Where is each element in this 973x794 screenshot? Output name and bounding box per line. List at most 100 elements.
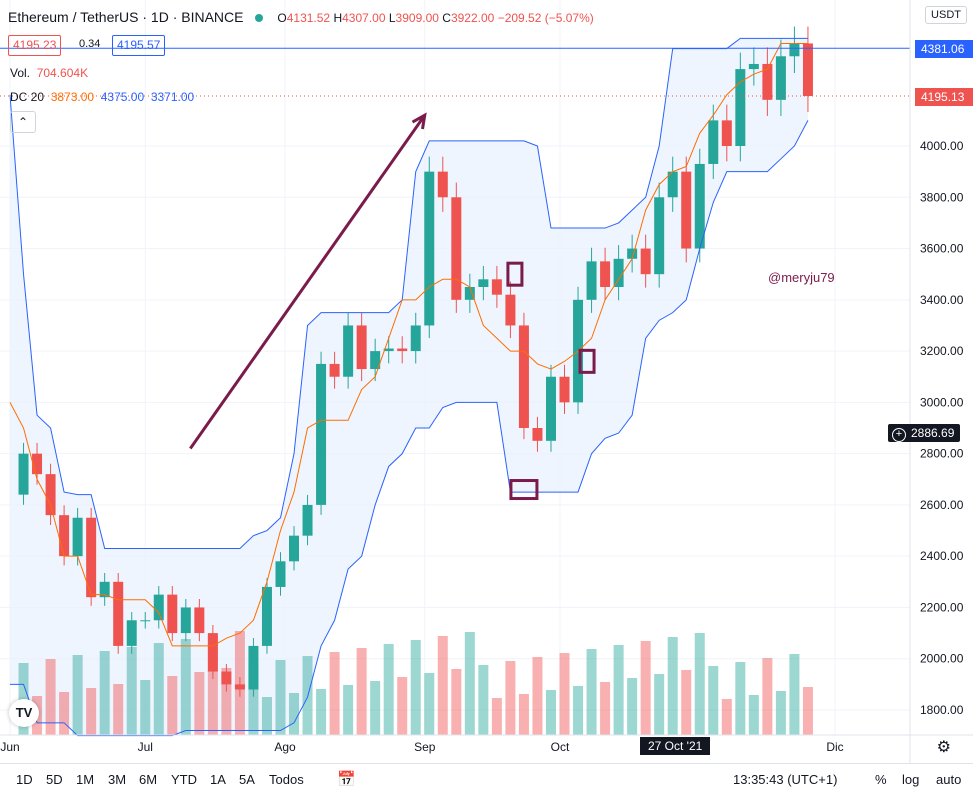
range-6m[interactable]: 6M	[139, 772, 158, 787]
volume-bar	[99, 651, 110, 735]
candle-body	[410, 325, 421, 352]
volume-bar	[600, 682, 611, 735]
price-tick-label: 3600.00	[920, 242, 964, 256]
volume-bar	[789, 654, 800, 735]
volume-bar	[491, 698, 502, 735]
volume-bar	[478, 665, 489, 735]
highlight-box	[509, 479, 539, 501]
candle-body	[329, 363, 340, 377]
candle-body	[451, 197, 462, 300]
price-tick-label: 2400.00	[920, 549, 964, 563]
candle-body	[667, 171, 678, 198]
plus-icon[interactable]: +	[892, 428, 906, 442]
candle-body	[789, 43, 800, 57]
price-tick-label: 1800.00	[920, 703, 964, 717]
candles	[18, 26, 813, 697]
range-1m[interactable]: 1M	[76, 772, 95, 787]
price-chart[interactable]: 1800.00 2000.00 2200.00 2400.00 2600.00 2800.…	[0, 0, 973, 763]
donchian-fill	[10, 38, 808, 736]
candle-body	[654, 197, 665, 275]
range-all[interactable]: Todos	[269, 772, 304, 787]
donchian-lower-line	[10, 120, 809, 737]
volume-bar	[383, 644, 394, 735]
auto-scale-toggle[interactable]: auto	[936, 772, 962, 787]
range-ytd[interactable]: YTD	[171, 772, 197, 787]
collapse-legend-button[interactable]: ⌃	[10, 111, 36, 133]
price-tick-label: 2600.00	[920, 498, 964, 512]
volume-bar	[45, 659, 56, 735]
candle-body	[167, 594, 178, 634]
time-tick-label: Oct	[551, 740, 570, 754]
currency-selector[interactable]: USDT	[925, 6, 967, 24]
volume-bar	[802, 687, 813, 735]
log-scale-toggle[interactable]: log	[902, 772, 920, 787]
range-1d[interactable]: 1D	[16, 772, 33, 787]
volume-bar	[126, 647, 137, 735]
candle-body	[153, 594, 164, 621]
volume-bar	[207, 635, 218, 735]
clock-time[interactable]: 13:35:43 (UTC+1)	[733, 772, 838, 787]
time-tick-label: Sep	[414, 740, 436, 754]
volume-bar	[654, 674, 665, 735]
candle-body	[316, 363, 327, 505]
volume-bar	[627, 678, 638, 735]
candle-body	[437, 171, 448, 198]
candle-body	[370, 351, 381, 370]
candle-body	[72, 517, 83, 557]
candle-body	[99, 581, 110, 598]
candle-body	[627, 248, 638, 259]
volume-bar	[370, 681, 381, 735]
highlight-box	[506, 261, 524, 287]
price-tick-label: 3800.00	[920, 190, 964, 204]
candle-body	[234, 684, 245, 690]
candle-body	[180, 607, 191, 634]
trend-arrow-line	[189, 114, 426, 450]
volume-bar	[721, 699, 732, 735]
range-3m[interactable]: 3M	[108, 772, 127, 787]
time-tick-label: Dic	[826, 740, 843, 754]
volume-bar	[316, 689, 327, 735]
spread-value: 0.34	[79, 38, 101, 50]
volume-bar	[410, 640, 421, 735]
range-1a[interactable]: 1A	[210, 772, 226, 787]
gear-icon[interactable]: ⚙	[936, 739, 951, 756]
crosshair-date-tag: 27 Oct '21	[640, 737, 711, 755]
symbol-title[interactable]: Ethereum / TetherUS · 1D · BINANCE	[8, 9, 244, 25]
candle-body	[221, 671, 232, 685]
author-watermark: @meryju79	[768, 270, 835, 285]
volume-bar	[451, 669, 462, 735]
buy-price-box[interactable]: 4195.57	[112, 35, 166, 56]
candle-body	[518, 325, 529, 428]
price-axis[interactable]: 1800.00 2000.00 2200.00 2400.00 2600.00 2800.…	[920, 139, 964, 717]
range-5d[interactable]: 5D	[46, 772, 63, 787]
range-5a[interactable]: 5A	[239, 772, 255, 787]
calendar-range-icon[interactable]: 📅	[337, 771, 356, 788]
crosshair-price-tag[interactable]: +2886.69	[888, 424, 961, 442]
volume-legend[interactable]: Vol. 704.604K	[10, 66, 89, 80]
tradingview-logo-icon[interactable]: TV	[9, 699, 39, 727]
volume-bar	[153, 643, 164, 735]
volume-bar	[59, 692, 70, 735]
volume-bar	[424, 673, 435, 735]
candle-body	[735, 69, 746, 146]
volume-bar	[518, 694, 529, 735]
candle-body	[694, 163, 705, 249]
candle-body	[383, 348, 394, 352]
dc-legend[interactable]: DC 20 3873.00 4375.00 3371.00	[10, 90, 195, 104]
volume-bar	[573, 686, 584, 735]
sell-price-box[interactable]: 4195.23	[8, 35, 62, 56]
volume-bar	[329, 652, 340, 735]
candle-body	[207, 633, 218, 672]
candle-body	[126, 620, 137, 646]
volume-bar	[545, 690, 556, 735]
percent-scale-toggle[interactable]: %	[875, 772, 887, 787]
candle-body	[113, 581, 124, 646]
volume-bar	[532, 657, 543, 735]
candle-body	[613, 258, 624, 287]
volume-bar	[194, 672, 205, 735]
volume-bar	[343, 685, 354, 735]
candle-body	[721, 120, 732, 146]
candle-body	[681, 171, 692, 249]
candle-body	[600, 261, 611, 287]
time-axis[interactable]: Jun Jul Ago Sep Oct Dic	[0, 740, 843, 754]
